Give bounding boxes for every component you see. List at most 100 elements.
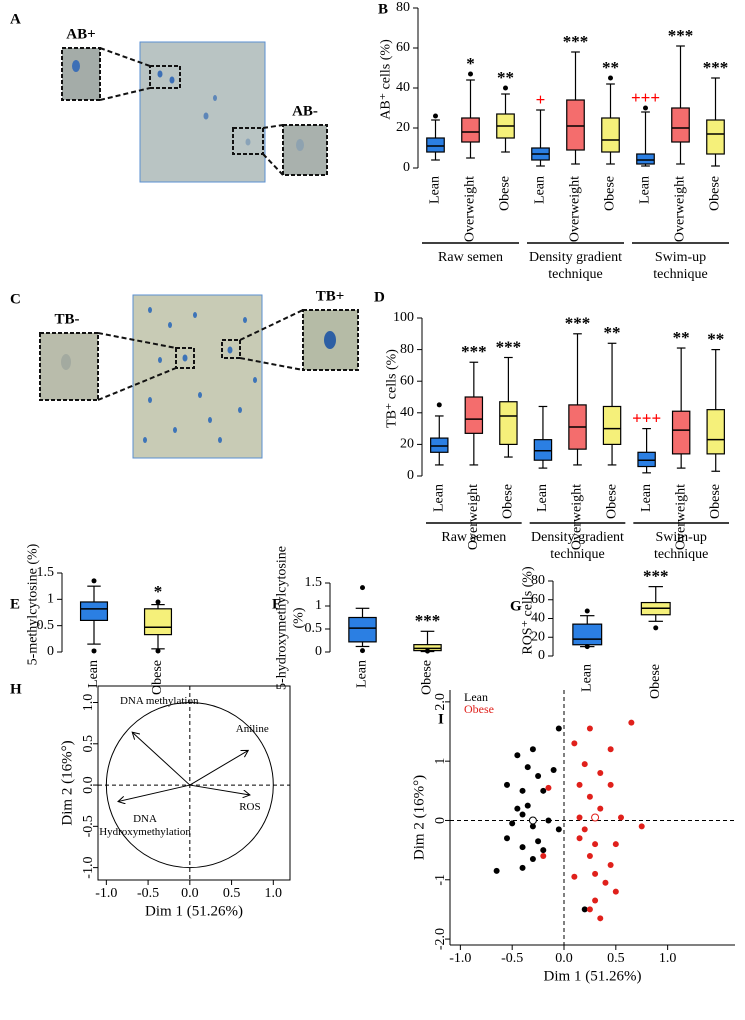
y-tick-label: 1.0 bbox=[81, 694, 96, 712]
significance: ** bbox=[604, 323, 621, 342]
box bbox=[426, 137, 445, 153]
box bbox=[79, 601, 109, 622]
outlier bbox=[608, 75, 613, 81]
x-axis-label: Dim 1 (51.26%) bbox=[544, 968, 642, 984]
zoom-line bbox=[262, 124, 284, 129]
y-tick-label: 0.0 bbox=[81, 776, 96, 794]
point bbox=[638, 823, 645, 830]
group-label: Raw semen bbox=[438, 250, 503, 265]
micrograph-c: C TB- TB+ bbox=[10, 288, 359, 459]
x-tick-label: Obese bbox=[604, 484, 619, 519]
y-tick-label: 80 bbox=[531, 573, 545, 588]
centroid bbox=[528, 816, 537, 825]
zoom-line bbox=[97, 332, 177, 349]
point bbox=[571, 873, 578, 880]
cell bbox=[169, 76, 175, 84]
outlier bbox=[91, 578, 97, 584]
significance: +++ bbox=[632, 409, 661, 428]
x-tick-label: -1.0 bbox=[449, 951, 471, 966]
outlier bbox=[433, 113, 438, 119]
outlier bbox=[653, 625, 659, 631]
vector-label: ROS bbox=[239, 800, 261, 813]
y-axis-label: 5-hydroxymethylcytosine (%) bbox=[274, 545, 306, 690]
y-tick-label: 40 bbox=[396, 80, 410, 95]
x-tick-label: Obese bbox=[708, 176, 723, 211]
significance: ** bbox=[497, 68, 514, 87]
point bbox=[509, 820, 516, 827]
point bbox=[540, 847, 547, 854]
box bbox=[572, 623, 603, 646]
point bbox=[576, 814, 583, 821]
zoom-line bbox=[97, 367, 177, 401]
y-tick-label: 1.5 bbox=[305, 575, 323, 590]
point bbox=[612, 841, 619, 848]
y-tick-label: 0.5 bbox=[37, 618, 55, 633]
point bbox=[576, 781, 583, 788]
significance: *** bbox=[703, 58, 729, 77]
point bbox=[514, 752, 521, 759]
cell bbox=[203, 112, 209, 120]
x-tick-label: Obese bbox=[648, 664, 663, 699]
point bbox=[607, 746, 614, 753]
cells bbox=[143, 307, 257, 443]
stain-label: AB+ bbox=[66, 26, 95, 42]
point bbox=[535, 838, 542, 845]
outlier bbox=[425, 648, 430, 654]
point bbox=[586, 906, 593, 913]
significance: * bbox=[154, 582, 163, 601]
y-tick-label: 80 bbox=[400, 342, 414, 357]
y-tick-label: 60 bbox=[531, 592, 545, 607]
stain-label: TB+ bbox=[316, 288, 345, 304]
point bbox=[504, 781, 510, 788]
y-tick-label: -0.5 bbox=[81, 815, 96, 837]
x-tick-label: 1.0 bbox=[659, 951, 677, 966]
significance: ** bbox=[673, 328, 690, 347]
outlier bbox=[91, 648, 97, 654]
significance: *** bbox=[565, 314, 591, 333]
y-tick-label: 2.0 bbox=[433, 693, 448, 711]
x-tick-label: Obese bbox=[603, 176, 618, 211]
panel-letter: C bbox=[10, 291, 21, 307]
significance: ** bbox=[707, 330, 724, 349]
significance: + bbox=[536, 90, 546, 109]
point bbox=[592, 870, 599, 877]
x-tick-label: -1.0 bbox=[95, 886, 117, 901]
box bbox=[533, 439, 553, 461]
y-axis-label: TB⁺ cells (%) bbox=[384, 349, 400, 428]
group-label: Density gradient technique bbox=[531, 530, 624, 562]
x-tick-label: Lean bbox=[533, 176, 548, 204]
point bbox=[493, 867, 500, 874]
point bbox=[618, 814, 624, 821]
x-tick-label: Overweight bbox=[673, 176, 688, 242]
box bbox=[461, 117, 480, 143]
y-axis-label: AB⁺ cells (%) bbox=[378, 39, 394, 120]
x-tick-label: Overweight bbox=[466, 484, 481, 550]
point bbox=[519, 787, 526, 794]
cell bbox=[296, 139, 304, 151]
group-label: Raw semen bbox=[441, 530, 507, 545]
outlier bbox=[155, 648, 161, 654]
point bbox=[581, 761, 588, 768]
y-axis-label: ROS⁺ cells (%) bbox=[520, 565, 536, 655]
y-tick-label: 100 bbox=[393, 310, 414, 325]
point bbox=[597, 805, 604, 812]
micrograph-a: A AB+ AB- bbox=[10, 11, 328, 183]
vector-label: DNA Hydroxymethylation bbox=[99, 812, 191, 838]
point bbox=[586, 725, 593, 732]
point bbox=[597, 915, 604, 922]
y-tick-label: 0 bbox=[538, 648, 545, 663]
point bbox=[524, 764, 531, 771]
plot-frame bbox=[97, 685, 291, 881]
point bbox=[545, 817, 552, 824]
loading-arrow bbox=[118, 784, 190, 802]
y-tick-label: 80 bbox=[396, 0, 410, 15]
point bbox=[592, 841, 599, 848]
x-tick-label: Obese bbox=[501, 484, 516, 519]
cell bbox=[61, 354, 71, 370]
x-tick-label: Lean bbox=[86, 660, 101, 688]
panel-letter: D bbox=[374, 289, 385, 305]
outlier bbox=[584, 644, 590, 650]
panel-letter: A bbox=[10, 11, 21, 27]
